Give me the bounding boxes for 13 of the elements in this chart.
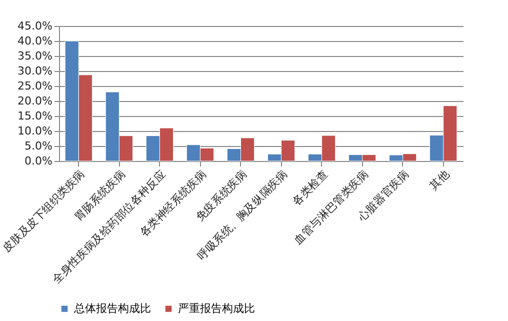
y-tick-label: 10.0% xyxy=(18,124,52,138)
y-tick-label: 45.0% xyxy=(18,20,52,32)
y-tick-label: 25.0% xyxy=(18,80,52,92)
y-tick-label: 40.0% xyxy=(18,34,52,48)
legend-label: 严重报告构成比 xyxy=(178,302,255,315)
x-tick-label: 其他 xyxy=(427,168,452,193)
y-tick-label: 20.0% xyxy=(18,94,52,108)
y-tick-label: 5.0% xyxy=(24,140,52,152)
legend-label: 总体报告构成比 xyxy=(73,302,151,315)
y-tick-label: 30.0% xyxy=(18,64,52,78)
y-tick-label: 35.0% xyxy=(18,50,52,62)
y-tick-label: 15.0% xyxy=(18,110,52,122)
y-tick-label: 0.0% xyxy=(24,154,52,168)
